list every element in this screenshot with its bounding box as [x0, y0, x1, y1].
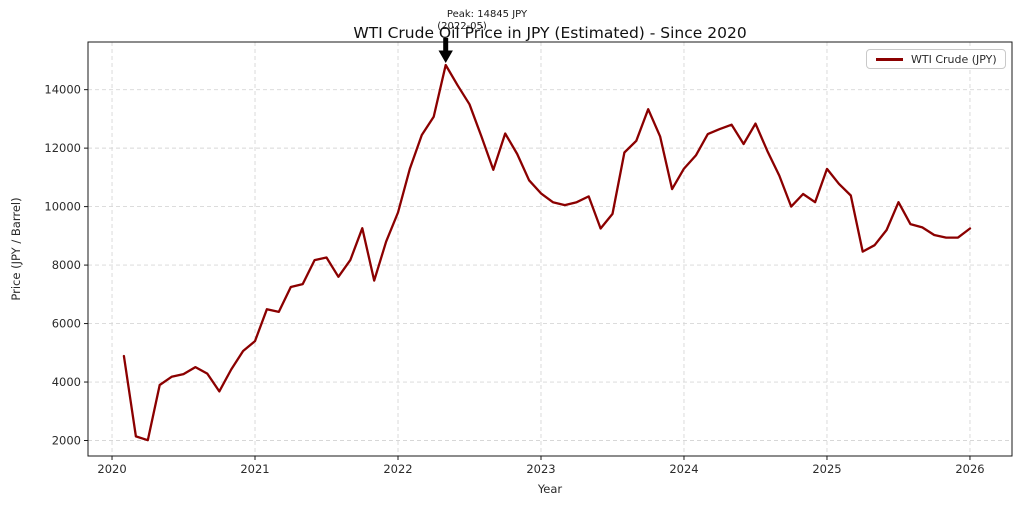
y-tick-label: 8000	[52, 258, 81, 272]
price-line	[122, 63, 972, 442]
x-tick-label: 2024	[669, 462, 698, 476]
x-tick-label: 2023	[526, 462, 555, 476]
y-tick-label: 6000	[52, 317, 81, 331]
y-tick-label: 10000	[44, 200, 81, 214]
legend-label: WTI Crude (JPY)	[911, 52, 997, 66]
y-tick-label: 4000	[52, 375, 81, 389]
peak-annotation-line2: (2022-05)	[437, 21, 487, 32]
y-tick-label: 14000	[44, 83, 81, 97]
legend-line-swatch	[876, 57, 903, 61]
legend: WTI Crude (JPY)	[866, 49, 1006, 69]
x-tick-label: 2022	[383, 462, 412, 476]
x-tick-label: 2020	[97, 462, 126, 476]
x-tick-label: 2025	[812, 462, 841, 476]
peak-arrow-icon	[438, 38, 453, 63]
plot-border	[87, 41, 1013, 457]
x-tick-label: 2021	[240, 462, 269, 476]
x-tick-label: 2026	[955, 462, 984, 476]
x-axis-label: Year	[537, 482, 563, 496]
y-tick-label: 2000	[52, 434, 81, 448]
chart-title: WTI Crude Oil Price in JPY (Estimated) -…	[353, 24, 747, 42]
y-tick-label: 12000	[44, 141, 81, 155]
peak-annotation-line1: Peak: 14845 JPY	[446, 9, 528, 20]
y-axis-label: Price (JPY / Barrel)	[9, 197, 23, 300]
